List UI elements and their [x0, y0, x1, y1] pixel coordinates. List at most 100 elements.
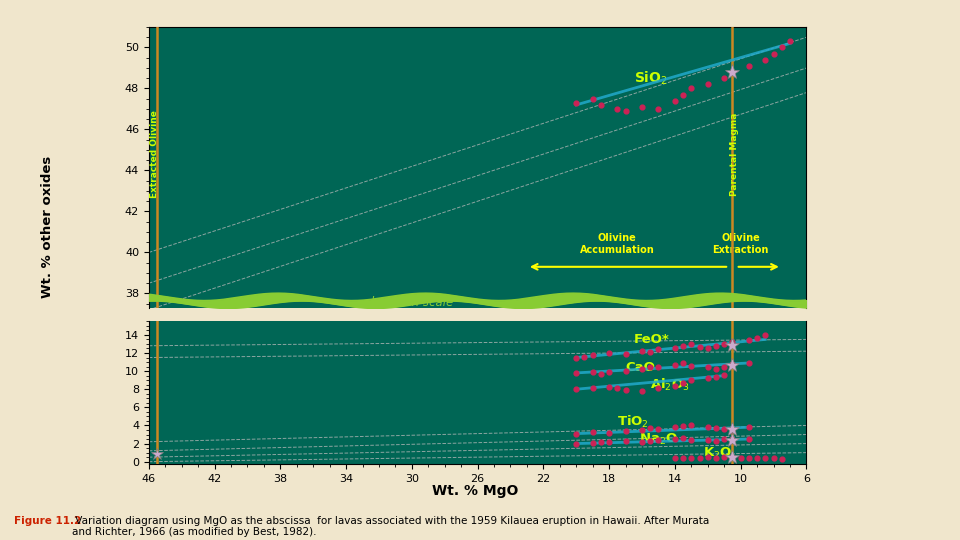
Point — [593, 100, 609, 109]
Text: FeO*: FeO* — [634, 333, 669, 346]
Point — [684, 421, 699, 430]
Text: break in scale: break in scale — [371, 296, 453, 309]
Point — [708, 341, 724, 350]
Point — [741, 62, 756, 70]
Point — [700, 374, 715, 383]
Point — [568, 385, 584, 394]
Point — [667, 435, 683, 443]
Text: Na$_2$O: Na$_2$O — [638, 432, 678, 447]
Point — [684, 361, 699, 370]
Point — [577, 352, 592, 361]
Point — [700, 423, 715, 431]
Point — [610, 105, 625, 113]
Text: Al$_2$O$_3$: Al$_2$O$_3$ — [650, 377, 690, 393]
Point — [676, 454, 691, 462]
Point — [568, 98, 584, 107]
Point — [651, 436, 666, 444]
Point — [667, 423, 683, 431]
Point — [651, 425, 666, 434]
Point — [601, 437, 617, 446]
Point — [716, 370, 732, 379]
Point — [725, 68, 740, 77]
Point — [700, 344, 715, 353]
Point — [651, 105, 666, 113]
Point — [708, 436, 724, 445]
Point — [684, 454, 699, 462]
Point — [741, 359, 756, 367]
Text: TiO$_2$: TiO$_2$ — [617, 414, 649, 429]
Point — [618, 427, 634, 435]
Text: Variation diagram using MgO as the abscissa  for lavas associated with the 1959 : Variation diagram using MgO as the absci… — [72, 516, 709, 537]
Point — [667, 97, 683, 105]
Point — [750, 333, 765, 342]
Point — [692, 453, 708, 462]
Point — [676, 359, 691, 367]
Point — [667, 344, 683, 353]
Point — [684, 436, 699, 444]
Point — [593, 438, 609, 447]
Point — [585, 350, 600, 359]
Point — [642, 436, 658, 445]
Point — [782, 37, 798, 46]
Point — [684, 340, 699, 348]
Point — [774, 454, 789, 463]
Point — [716, 435, 732, 444]
Text: CaO: CaO — [626, 361, 656, 374]
Point — [651, 345, 666, 354]
Point — [618, 386, 634, 394]
Point — [585, 438, 600, 447]
Text: Wt. % MgO: Wt. % MgO — [432, 484, 518, 498]
Point — [651, 384, 666, 393]
Point — [700, 453, 715, 462]
Point — [642, 348, 658, 356]
Point — [601, 428, 617, 437]
Point — [725, 338, 740, 347]
Point — [618, 107, 634, 116]
Point — [725, 360, 740, 368]
Point — [725, 453, 740, 462]
Point — [667, 361, 683, 369]
Point — [618, 437, 634, 445]
Text: Extracted Olivine: Extracted Olivine — [151, 110, 159, 198]
Point — [568, 429, 584, 438]
Point — [757, 330, 773, 339]
Point — [741, 423, 756, 431]
Point — [635, 365, 650, 374]
Point — [676, 379, 691, 387]
Point — [741, 454, 756, 462]
Point — [568, 353, 584, 362]
Point — [568, 369, 584, 377]
Point — [757, 56, 773, 64]
Point — [766, 454, 781, 463]
Point — [700, 80, 715, 89]
Point — [635, 426, 650, 434]
Point — [708, 454, 724, 462]
Point — [676, 434, 691, 442]
Point — [642, 424, 658, 433]
Point — [741, 435, 756, 443]
Point — [667, 381, 683, 390]
Point — [635, 438, 650, 447]
Point — [610, 384, 625, 393]
Point — [618, 349, 634, 358]
Point — [757, 454, 773, 463]
Text: Olivine
Extraction: Olivine Extraction — [712, 233, 769, 254]
Point — [733, 453, 749, 462]
Text: Figure 11.2: Figure 11.2 — [14, 516, 82, 526]
Point — [585, 368, 600, 376]
Point — [601, 349, 617, 357]
Point — [593, 369, 609, 378]
Point — [692, 342, 708, 351]
Text: K$_2$O: K$_2$O — [703, 446, 732, 461]
Point — [774, 43, 789, 52]
Point — [585, 94, 600, 103]
Point — [601, 382, 617, 391]
Point — [651, 362, 666, 371]
Point — [766, 49, 781, 58]
Point — [716, 74, 732, 83]
Point — [635, 387, 650, 395]
Point — [716, 425, 732, 434]
Point — [716, 340, 732, 348]
Point — [708, 372, 724, 381]
Point — [716, 453, 732, 462]
